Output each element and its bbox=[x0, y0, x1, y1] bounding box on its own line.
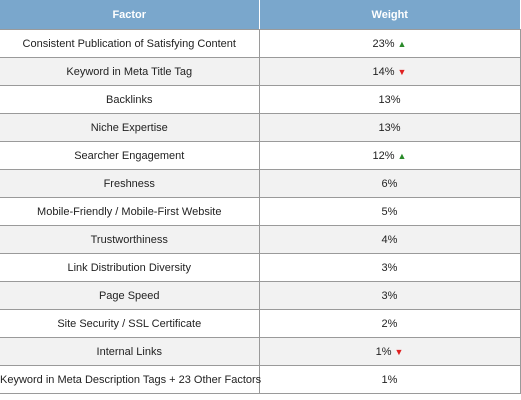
table-row: Freshness 6% bbox=[0, 169, 521, 198]
weight-value: 13% bbox=[378, 93, 401, 106]
table-body: Consistent Publication of Satisfying Con… bbox=[0, 29, 521, 394]
factor-cell: Consistent Publication of Satisfying Con… bbox=[0, 29, 260, 58]
weight-value: 5% bbox=[381, 205, 398, 218]
factor-cell: Trustworthiness bbox=[0, 225, 260, 254]
trend-up-icon: ▲ bbox=[397, 150, 407, 161]
factor-cell: Niche Expertise bbox=[0, 113, 260, 142]
factor-cell: Freshness bbox=[0, 169, 260, 198]
weight-cell: 2% bbox=[259, 309, 521, 338]
trend-up-icon: ▲ bbox=[397, 38, 407, 49]
weight-value: 13% bbox=[378, 121, 401, 134]
weight-cell: 13% bbox=[259, 85, 521, 114]
weight-value: 14% bbox=[372, 65, 395, 78]
weight-cell: 1% ▼ bbox=[259, 337, 521, 366]
weight-cell: 1% bbox=[259, 365, 521, 394]
table-row: Trustworthiness 4% bbox=[0, 225, 521, 254]
weight-value: 4% bbox=[381, 233, 398, 246]
weight-value: 1% bbox=[375, 345, 392, 358]
factor-cell: Page Speed bbox=[0, 281, 260, 310]
weight-value: 3% bbox=[381, 289, 398, 302]
table-row: Site Security / SSL Certificate 2% bbox=[0, 309, 521, 338]
weight-cell: 12% ▲ bbox=[259, 141, 521, 170]
weight-cell: 23% ▲ bbox=[259, 29, 521, 58]
table-row: Searcher Engagement 12% ▲ bbox=[0, 141, 521, 170]
trend-down-icon: ▼ bbox=[397, 66, 407, 77]
factor-column-header: Factor bbox=[0, 0, 260, 30]
factor-cell: Mobile-Friendly / Mobile-First Website bbox=[0, 197, 260, 226]
table-row: Backlinks 13% bbox=[0, 85, 521, 114]
weight-value: 1% bbox=[381, 373, 398, 386]
table-row: Keyword in Meta Description Tags + 23 Ot… bbox=[0, 365, 521, 394]
factor-cell: Keyword in Meta Description Tags + 23 Ot… bbox=[0, 365, 261, 394]
table-row: Consistent Publication of Satisfying Con… bbox=[0, 29, 521, 58]
factor-cell: Keyword in Meta Title Tag bbox=[0, 57, 260, 86]
table-row: Niche Expertise 13% bbox=[0, 113, 521, 142]
factor-cell: Backlinks bbox=[0, 85, 260, 114]
weight-value: 12% bbox=[372, 149, 395, 162]
table-row: Mobile-Friendly / Mobile-First Website 5… bbox=[0, 197, 521, 226]
factor-cell: Site Security / SSL Certificate bbox=[0, 309, 260, 338]
table-header-row: Factor Weight bbox=[0, 0, 520, 30]
weight-cell: 6% bbox=[259, 169, 521, 198]
table-row: Internal Links 1% ▼ bbox=[0, 337, 521, 366]
table-row: Page Speed 3% bbox=[0, 281, 521, 310]
weight-column-header: Weight bbox=[259, 0, 520, 30]
table-row: Keyword in Meta Title Tag 14% ▼ bbox=[0, 57, 521, 86]
trend-down-icon: ▼ bbox=[394, 346, 404, 357]
table-row: Link Distribution Diversity 3% bbox=[0, 253, 521, 282]
weight-cell: 4% bbox=[259, 225, 521, 254]
weight-cell: 14% ▼ bbox=[259, 57, 521, 86]
weight-cell: 5% bbox=[259, 197, 521, 226]
factor-cell: Link Distribution Diversity bbox=[0, 253, 260, 282]
weight-value: 3% bbox=[381, 261, 398, 274]
weight-value: 2% bbox=[381, 317, 398, 330]
factor-cell: Searcher Engagement bbox=[0, 141, 260, 170]
weight-cell: 13% bbox=[259, 113, 521, 142]
weight-value: 23% bbox=[372, 37, 395, 50]
factor-cell: Internal Links bbox=[0, 337, 260, 366]
weight-value: 6% bbox=[381, 177, 398, 190]
weight-cell: 3% bbox=[259, 281, 521, 310]
weight-cell: 3% bbox=[259, 253, 521, 282]
